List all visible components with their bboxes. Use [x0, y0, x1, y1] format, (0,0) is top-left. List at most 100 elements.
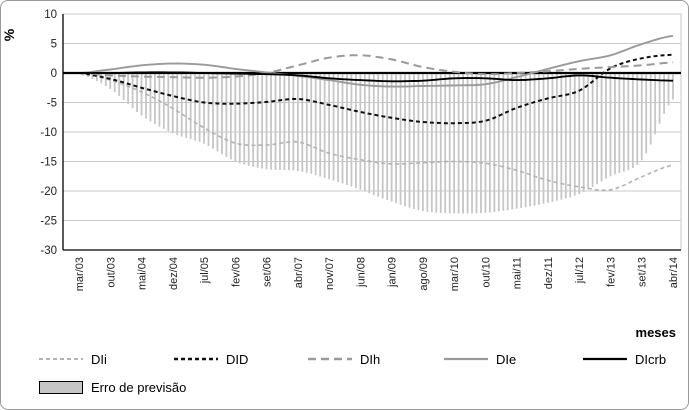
x-tick-label: fev/13 — [605, 257, 617, 287]
error-bar — [328, 74, 331, 180]
error-bar — [555, 74, 558, 201]
series-line-DIcrb — [79, 71, 674, 83]
error-bar — [91, 74, 94, 79]
error-bar — [140, 74, 143, 116]
error-bar — [279, 74, 281, 171]
error-bar — [529, 74, 531, 207]
y-tick-label: 0 — [51, 68, 57, 80]
error-bar — [596, 74, 598, 185]
x-tick-label: abr/07 — [293, 257, 305, 288]
error-bar — [672, 74, 674, 100]
error-bar — [265, 74, 268, 170]
error-bar — [109, 74, 112, 89]
error-bar — [453, 74, 456, 214]
error-bar — [506, 74, 509, 211]
error-bar — [332, 74, 335, 181]
error-bar — [301, 74, 304, 172]
error-bar — [350, 74, 353, 187]
error-bar — [87, 74, 89, 77]
legend-swatch-error-band — [39, 380, 83, 394]
error-bar — [212, 74, 214, 149]
error-bar — [136, 74, 138, 113]
error-bar — [658, 74, 661, 124]
legend-swatch-die — [444, 357, 488, 361]
x-tick-label: mai/11 — [512, 257, 524, 289]
legend-item-dih: DIh — [308, 347, 380, 371]
error-bar — [337, 74, 339, 183]
error-bar — [203, 74, 205, 144]
plot-area: 10 5 0 -5 -10 -15 -20 -25 -30 mar/03 out/03 mai/04 d… — [40, 9, 682, 291]
error-bar — [310, 74, 313, 174]
x-tick-label: fev/06 — [230, 257, 242, 287]
legend-item-dicrb: DIcrb — [583, 347, 666, 371]
error-bar — [359, 74, 362, 190]
y-tick-label: -25 — [40, 216, 57, 228]
error-bar — [221, 74, 223, 155]
error-bar — [439, 74, 442, 213]
error-bar — [395, 74, 397, 204]
error-bar — [417, 74, 420, 211]
error-bar — [408, 74, 411, 208]
error-bar — [82, 74, 85, 76]
error-bar — [283, 74, 286, 171]
error-bar — [167, 74, 170, 132]
legend-item-did: DID — [174, 347, 248, 371]
error-bar — [399, 74, 402, 205]
error-bar — [667, 74, 670, 106]
legend-row-error: Erro de previsão — [39, 377, 186, 397]
x-tick-label: jan/09 — [387, 257, 399, 288]
x-tick-label: nov/07 — [324, 257, 336, 290]
error-bar — [185, 74, 188, 138]
error-bar — [413, 74, 415, 209]
legend-row-series: DIi DID DIh DIe DIcrb — [1, 347, 688, 371]
error-bar — [368, 74, 371, 194]
x-tick-label: jul/12 — [574, 257, 586, 284]
error-bar — [372, 74, 375, 195]
error-bar — [261, 74, 264, 169]
error-bar — [430, 74, 433, 213]
x-tick-label: dez/11 — [543, 257, 555, 289]
error-bar — [448, 74, 451, 214]
x-tick-label: mar/10 — [449, 257, 461, 291]
x-tick-label: set/13 — [637, 257, 649, 287]
error-bar — [323, 74, 326, 178]
y-tick-label: 10 — [44, 9, 57, 21]
error-bar — [95, 74, 98, 82]
y-tick-label: -10 — [40, 127, 57, 139]
legend-label-die: DIe — [496, 351, 517, 367]
error-bar — [551, 74, 554, 202]
legend-swatch-dicrb — [583, 357, 627, 361]
error-bar — [591, 74, 594, 187]
legend-item-die: DIe — [444, 347, 516, 371]
error-bar — [225, 74, 228, 157]
series-line-DIi — [78, 72, 674, 192]
error-bar — [457, 74, 460, 214]
error-bar — [654, 74, 657, 135]
error-bar — [252, 74, 255, 167]
x-tick-label: jul/05 — [199, 257, 211, 284]
error-bar — [484, 74, 487, 213]
x-tick-label: mai/04 — [137, 257, 149, 290]
legend-item-dii: DIi — [39, 347, 107, 371]
error-bar — [104, 74, 107, 87]
error-bar — [466, 74, 469, 214]
error-bar — [435, 74, 438, 213]
error-bar — [247, 74, 250, 166]
error-bar — [444, 74, 447, 214]
error-bar — [131, 74, 134, 109]
error-bar — [631, 74, 634, 169]
error-bar — [547, 74, 549, 203]
error-bar — [582, 74, 585, 192]
error-bar — [645, 74, 648, 154]
error-bar — [229, 74, 232, 160]
y-tick-label: -20 — [40, 186, 57, 198]
error-bar — [663, 74, 665, 114]
error-bar — [180, 74, 183, 137]
error-bar — [238, 74, 241, 164]
error-bar — [122, 74, 125, 100]
error-bar — [319, 74, 322, 177]
legend-swatch-dih — [308, 357, 352, 361]
x-tick-label: out/03 — [105, 257, 117, 288]
error-bar — [542, 74, 545, 204]
